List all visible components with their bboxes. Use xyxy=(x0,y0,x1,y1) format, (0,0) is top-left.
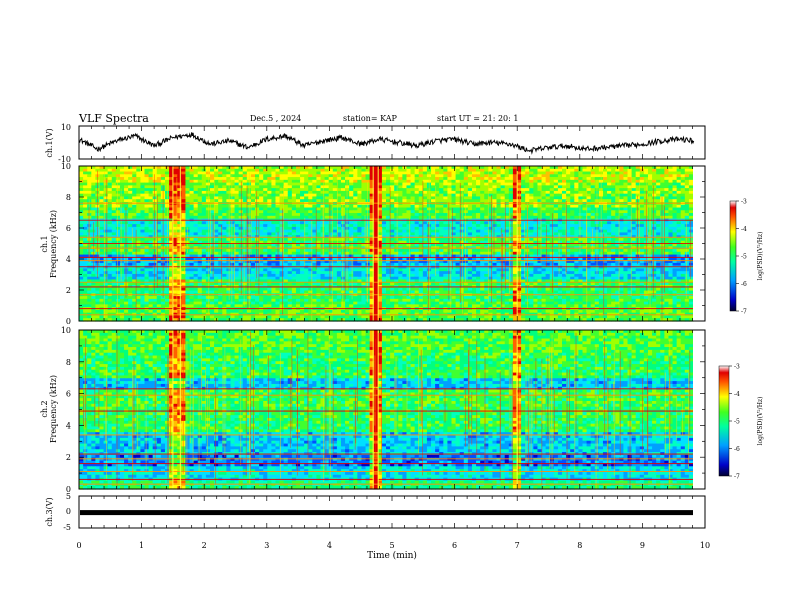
station-label: station= KAP xyxy=(343,114,397,123)
ch1-ylabel: ch.1(V) xyxy=(45,128,54,157)
ytick-label: 10 xyxy=(61,162,71,171)
xtick-label: 7 xyxy=(515,541,520,550)
colorbar-tick-label: -6 xyxy=(741,281,747,288)
ch3-ylabel: ch.3(V) xyxy=(45,497,54,526)
colorbar-tick-label: -7 xyxy=(734,474,740,481)
xtick-label: 5 xyxy=(389,541,394,550)
ch2-ylabel-line2: Frequency (kHz) xyxy=(49,375,58,443)
ytick-label: 4 xyxy=(66,255,71,264)
colorbar-tick-label: -5 xyxy=(741,254,747,261)
xtick-label: 10 xyxy=(700,541,710,550)
ch1-ytick-bottom: -10 xyxy=(58,155,71,164)
xtick-label: 1 xyxy=(139,541,144,550)
ch1-colorbar: -3 -4 -5 -6 -7 log(PSD)(V²/Hz) xyxy=(729,199,764,316)
date-label: Dec.5 , 2024 xyxy=(250,114,302,123)
ch1-ylabel-line2: Frequency (kHz) xyxy=(49,210,58,278)
colorbar-tick-label: -5 xyxy=(734,419,740,426)
ch1-waveform-panel: 10 -10 ch.1(V) xyxy=(45,123,706,164)
ch1-ylabel-line1: ch.1 xyxy=(40,235,49,252)
xtick-label: 2 xyxy=(202,541,207,550)
ch3-waveform-panel: 5 0 -5 ch.3(V) 0 1 2 3 4 5 6 7 8 9 10 Time (min) xyxy=(45,492,710,561)
ch3-waveform-line xyxy=(80,510,693,516)
ch2-colorbar-label: log(PSD)(V²/Hz) xyxy=(757,397,764,446)
ch3-ytick-minus5: -5 xyxy=(63,523,71,532)
ch3-ytick-5: 5 xyxy=(66,492,71,501)
ytick-label: 8 xyxy=(66,358,71,367)
start-ut-label: start UT = 21: 20: 1 xyxy=(437,114,519,123)
ytick-label: 8 xyxy=(66,193,71,202)
colorbar-tick-label: -4 xyxy=(734,391,740,398)
xtick-label: 8 xyxy=(577,541,582,550)
xtick-label: 3 xyxy=(264,541,269,550)
chart-title: VLF Spectra xyxy=(79,112,149,125)
ytick-label: 6 xyxy=(66,224,71,233)
ytick-label: 0 xyxy=(66,485,71,494)
ytick-label: 2 xyxy=(66,453,71,462)
ytick-label: 10 xyxy=(61,326,71,335)
colorbar-tick-label: -3 xyxy=(741,199,747,206)
ch1-waveform-line xyxy=(79,132,695,155)
ch2-ylabel-line1: ch.2 xyxy=(40,400,49,417)
ch1-spectrogram-panel: 0 2 4 6 8 10 ch.1 Frequency (kHz) xyxy=(40,162,706,326)
ytick-label: 6 xyxy=(66,390,71,399)
ytick-label: 0 xyxy=(66,317,71,326)
colorbar-tick-label: -4 xyxy=(741,226,747,233)
x-axis-label: Time (min) xyxy=(367,550,417,561)
ch2-spectrogram-panel: 0 2 4 6 8 10 ch.2 Frequency (kHz) xyxy=(40,326,706,494)
xtick-label: 0 xyxy=(76,541,81,550)
ch3-ytick-0: 0 xyxy=(66,507,71,516)
colorbar-tick-label: -6 xyxy=(734,446,740,453)
xtick-label: 4 xyxy=(327,541,332,550)
xtick-label: 6 xyxy=(452,541,457,550)
ytick-label: 2 xyxy=(66,286,71,295)
colorbar-tick-label: -3 xyxy=(734,364,740,371)
colorbar-tick-label: -7 xyxy=(741,309,747,316)
ch1-colorbar-label: log(PSD)(V²/Hz) xyxy=(757,232,764,281)
ch2-colorbar: -3 -4 -5 -6 -7 log(PSD)(V²/Hz) xyxy=(718,364,764,481)
ytick-label: 4 xyxy=(66,421,71,430)
xtick-label: 9 xyxy=(640,541,645,550)
ch1-ytick-top: 10 xyxy=(61,123,71,132)
